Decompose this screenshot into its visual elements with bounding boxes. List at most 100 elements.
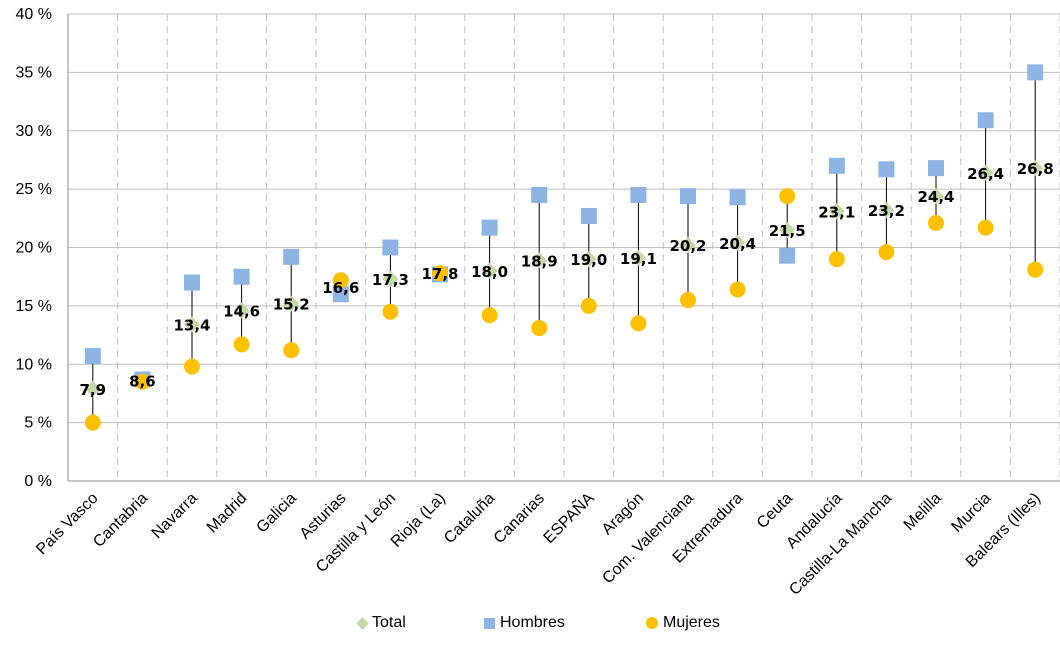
mujeres-marker xyxy=(481,307,498,324)
mujeres-marker xyxy=(283,342,300,359)
mujeres-marker xyxy=(233,336,250,353)
category-label: Aragón xyxy=(599,490,648,539)
hombres-marker xyxy=(977,112,994,129)
total-data-label: 21,5 xyxy=(769,222,806,240)
total-data-label: 24,4 xyxy=(917,188,954,206)
hombres-marker xyxy=(184,274,200,291)
category-label: País Vasco xyxy=(33,490,101,558)
total-data-label: 8,6 xyxy=(129,373,156,391)
total-marker xyxy=(184,316,200,333)
hombres-marker xyxy=(580,207,597,224)
total-data-label: 17,8 xyxy=(421,265,458,283)
legend-label-total: Total xyxy=(372,614,406,631)
total-data-label: 14,6 xyxy=(223,303,260,321)
hombres-marker xyxy=(531,186,548,203)
hombres-marker xyxy=(729,189,746,206)
mujeres-marker xyxy=(1027,261,1044,278)
legend-label-hombres: Hombres xyxy=(500,614,565,631)
total-data-label: 26,8 xyxy=(1017,160,1054,178)
mujeres-marker xyxy=(878,244,895,261)
y-tick-label: 40 % xyxy=(16,6,52,23)
total-marker xyxy=(283,295,300,312)
mujeres-marker xyxy=(432,265,448,282)
data-labels: 7,9 8,6 13,4 14,6 15,2 16,6 17,3 17,8 18,0 18,9 19… xyxy=(80,160,1054,399)
mujeres-marker xyxy=(84,414,101,431)
legend: Total Hombres Mujeres xyxy=(0,608,1060,638)
total-marker xyxy=(481,262,498,279)
hombres-marker xyxy=(1027,64,1044,81)
y-tick-label: 25 % xyxy=(16,181,52,198)
total-marker xyxy=(680,237,696,254)
hombres-marker xyxy=(878,161,895,178)
hombres-marker xyxy=(283,248,300,265)
category-label: Galicia xyxy=(253,490,300,537)
category-label: Cantabria xyxy=(90,490,151,551)
legend-item-hombres: Hombres xyxy=(484,608,565,638)
total-marker xyxy=(928,188,944,205)
total-data-label: 18,9 xyxy=(521,252,558,270)
legend-diamond-marker xyxy=(356,616,369,630)
mujeres-marker xyxy=(531,320,548,337)
axes: 0 % 5 % 10 % 15 % 20 % 25 % 30 % 35 % 40 % xyxy=(16,6,1060,490)
hombres-marker xyxy=(779,247,796,264)
y-tick-label: 5 % xyxy=(24,415,52,432)
category-label: Ceuta xyxy=(754,490,796,532)
y-tick-label: 0 % xyxy=(24,473,52,490)
hombres-marker xyxy=(84,348,101,365)
hombres-marker xyxy=(630,186,647,203)
legend-circle-marker xyxy=(646,617,658,629)
category-label: Navarra xyxy=(149,490,201,542)
y-tick-label: 15 % xyxy=(16,298,52,315)
legend-square-marker xyxy=(484,617,495,629)
total-marker xyxy=(382,271,399,288)
total-data-label: 17,3 xyxy=(372,271,409,289)
mujeres-marker xyxy=(580,297,597,314)
hombres-marker xyxy=(233,268,250,285)
total-data-label: 16,6 xyxy=(322,279,359,297)
total-data-label: 18,0 xyxy=(471,263,508,281)
total-marker xyxy=(878,202,895,219)
mujeres-marker xyxy=(729,281,746,298)
category-label: Melilla xyxy=(901,490,945,534)
total-marker xyxy=(233,302,250,319)
legend-item-mujeres: Mujeres xyxy=(646,608,720,638)
mujeres-marker xyxy=(630,315,647,332)
mujeres-marker xyxy=(332,272,349,289)
mujeres-marker xyxy=(977,219,994,236)
mujeres-marker xyxy=(382,303,399,320)
total-data-label: 19,0 xyxy=(570,251,607,269)
hombres-marker xyxy=(680,188,696,205)
mujeres-marker xyxy=(184,358,200,375)
total-marker xyxy=(828,203,845,220)
category-label: Murcia xyxy=(948,490,994,536)
total-marker xyxy=(779,221,796,238)
legend-label-mujeres: Mujeres xyxy=(663,614,720,631)
legend-item-total: Total xyxy=(356,608,406,638)
total-marker xyxy=(580,251,597,268)
y-tick-label: 35 % xyxy=(16,64,52,81)
y-tick-label: 20 % xyxy=(16,240,52,257)
category-label: Cataluña xyxy=(441,490,498,547)
total-data-label: 20,4 xyxy=(719,235,756,253)
total-data-label: 13,4 xyxy=(173,317,210,335)
mujeres-marker xyxy=(680,292,696,309)
total-marker xyxy=(84,380,101,397)
hombres-marker xyxy=(481,219,498,236)
total-marker xyxy=(1027,160,1044,177)
grid xyxy=(68,13,1060,481)
total-marker xyxy=(729,234,746,251)
category-label: Madrid xyxy=(204,490,251,537)
category-label: Com. Valenciana xyxy=(599,490,696,587)
total-marker xyxy=(977,164,994,181)
markers xyxy=(84,64,1044,431)
category-label: ESPAÑA xyxy=(538,487,597,546)
total-data-label: 19,1 xyxy=(620,250,657,268)
y-tick-label: 10 % xyxy=(16,356,52,373)
total-data-label: 26,4 xyxy=(967,165,1004,183)
category-label: Canarias xyxy=(491,490,548,547)
mujeres-marker xyxy=(779,188,796,205)
total-data-label: 23,2 xyxy=(868,202,905,220)
total-marker xyxy=(630,250,647,267)
